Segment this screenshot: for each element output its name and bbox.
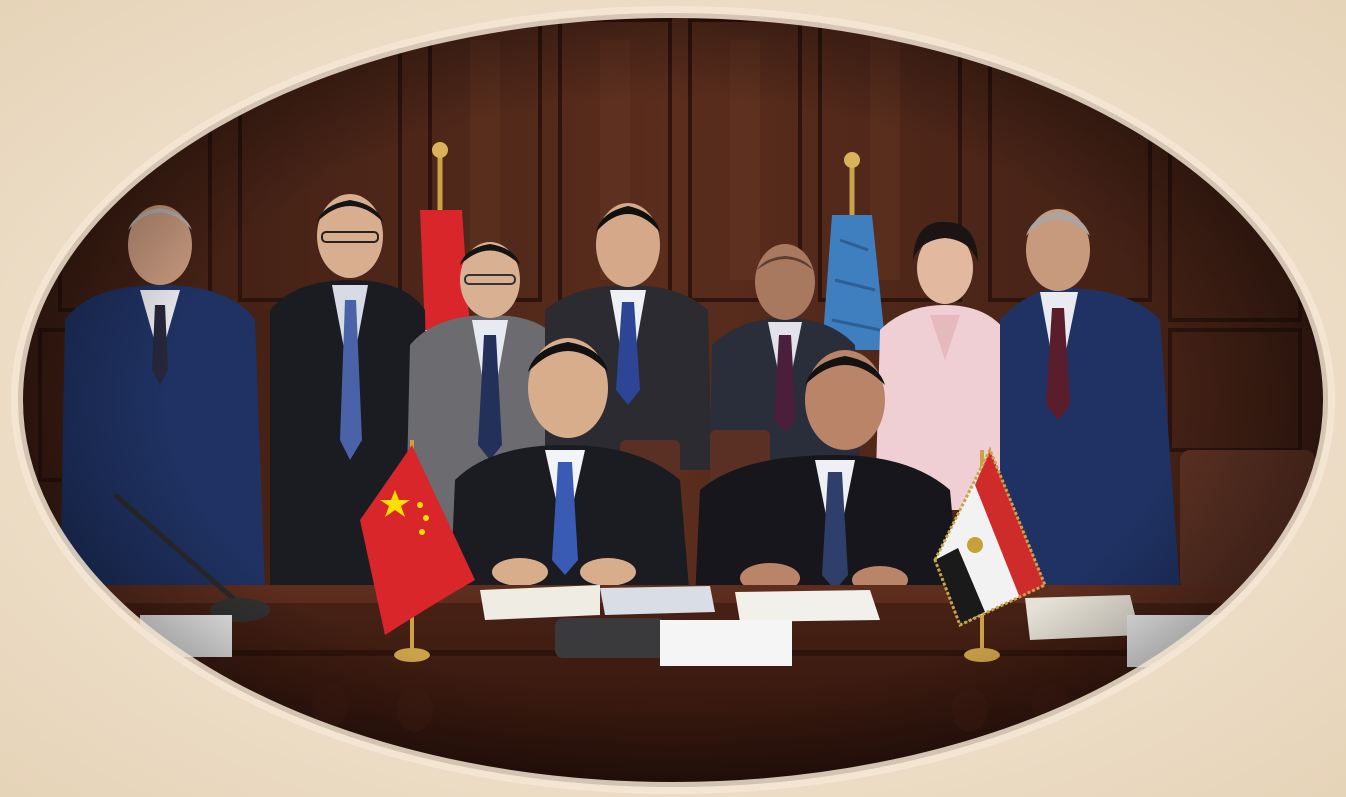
oval-edge bbox=[13, 8, 1333, 792]
